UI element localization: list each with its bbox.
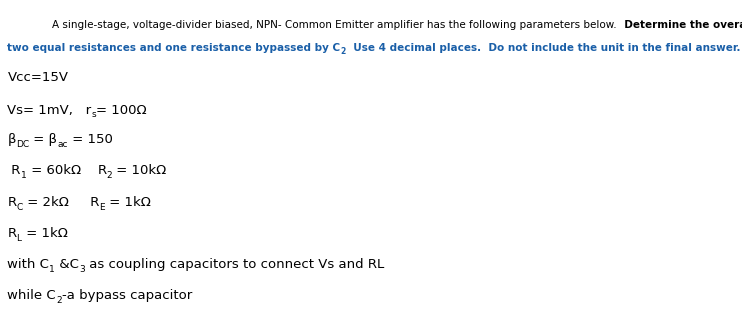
Text: as coupling capacitors to connect Vs and RL: as coupling capacitors to connect Vs and… [85,258,384,271]
Text: A single-stage, voltage-divider biased, NPN- Common Emitter amplifier has the fo: A single-stage, voltage-divider biased, … [52,20,617,30]
Text: C: C [16,203,23,212]
Text: with C: with C [7,258,49,271]
Text: L: L [16,234,22,243]
Text: = β: = β [29,133,57,146]
Text: 3: 3 [79,265,85,274]
Text: two equal resistances and one resistance bypassed by C: two equal resistances and one resistance… [7,43,341,53]
Text: R: R [7,164,21,177]
Text: E: E [99,203,105,212]
Text: = 10kΩ: = 10kΩ [113,164,167,177]
Text: = 60kΩ: = 60kΩ [27,164,81,177]
Text: = 1kΩ: = 1kΩ [105,196,151,209]
Text: &C: &C [55,258,79,271]
Text: 2: 2 [56,296,62,305]
Text: = 100Ω: = 100Ω [96,104,147,116]
Text: 1: 1 [49,265,55,274]
Text: ac: ac [57,140,68,149]
Text: = 2kΩ: = 2kΩ [23,196,69,209]
Text: 2: 2 [107,171,113,180]
Text: 1: 1 [21,171,27,180]
Text: DC: DC [16,140,29,149]
Text: Vs= 1mV,   r: Vs= 1mV, r [7,104,91,116]
Text: -a bypass capacitor: -a bypass capacitor [62,290,192,302]
Text: s: s [91,111,96,119]
Text: = 150: = 150 [68,133,113,146]
Text: = 1kΩ: = 1kΩ [22,227,68,240]
Text: while C: while C [7,290,56,302]
Text: 2: 2 [341,47,346,56]
Text: R: R [69,196,99,209]
Text: R: R [81,164,107,177]
Text: β: β [7,133,16,146]
Text: Use 4 decimal places.  Do not include the unit in the final answer.: Use 4 decimal places. Do not include the… [346,43,741,53]
Text: Vcc=15V: Vcc=15V [7,71,68,84]
Text: R: R [7,227,16,240]
Text: Determine the overall voltage gain if R: Determine the overall voltage gain if R [617,20,742,30]
Text: R: R [7,196,16,209]
